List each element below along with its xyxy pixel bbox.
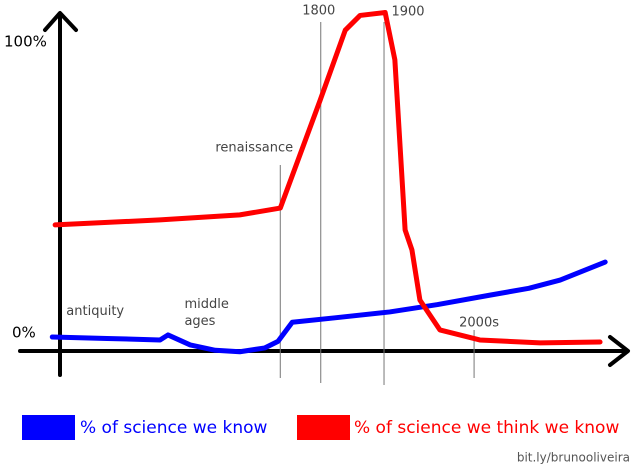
legend-label: % of science we know [80,418,268,438]
region-label: antiquity [66,304,125,319]
y-axis-arrow [43,11,78,32]
marker-label: renaissance [215,141,293,156]
y-tick-label: 100% [4,33,47,51]
y-tick-label: 0% [12,324,36,342]
region-label: middle ages [184,297,229,329]
axes [18,11,630,377]
legend-label: % of science we think we know [354,418,619,438]
legend-swatch [297,415,350,440]
marker-label: 2000s [459,316,499,331]
series-line [49,259,608,355]
legend-swatch [22,415,75,440]
x-axis-arrow [608,335,630,367]
marker-label: 1900 [391,5,424,20]
marker-label: 1800 [302,4,335,19]
credit: bit.ly/brunooliveira [517,451,630,465]
series-line [52,10,603,346]
